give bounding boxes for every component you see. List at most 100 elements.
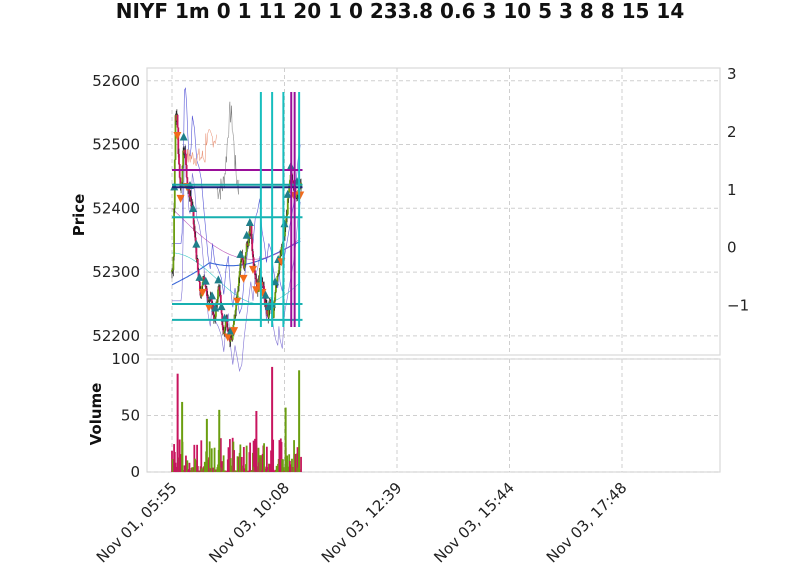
candle-body — [206, 295, 209, 298]
buy-marker — [245, 217, 254, 226]
candle-body — [237, 286, 240, 292]
sell-marker — [233, 297, 242, 306]
candle-body — [239, 263, 242, 272]
buy-marker — [179, 132, 188, 141]
candle-body — [252, 251, 254, 258]
candle-body — [278, 262, 281, 271]
volume-bar — [191, 467, 194, 472]
candle-body — [216, 299, 219, 304]
candles — [171, 109, 302, 348]
candle-body — [276, 275, 279, 282]
volume-tick-label: 0 — [130, 463, 140, 481]
secondary-tick-label: 2 — [727, 123, 737, 141]
x-tick-label: Nov 01, 05:55 — [93, 479, 181, 567]
candle-body — [188, 188, 191, 198]
secondary-tick-label: −1 — [727, 297, 749, 315]
candle-body — [238, 277, 240, 287]
candle-body — [181, 165, 184, 183]
candle-body — [234, 310, 237, 316]
candle-body — [280, 247, 283, 255]
candle-body — [286, 198, 289, 215]
candle-body — [177, 127, 180, 155]
volume-bar — [270, 450, 272, 472]
candle-body — [291, 179, 294, 183]
volume-bar — [288, 460, 291, 472]
candle-body — [261, 279, 263, 283]
sell-marker — [204, 303, 213, 312]
volume-bar — [272, 439, 275, 472]
candle-body — [171, 269, 174, 271]
volume-bar — [221, 461, 224, 472]
volume-bar — [196, 466, 199, 472]
candle-body — [243, 263, 246, 269]
volume-bar — [228, 439, 231, 472]
candle-body — [255, 278, 258, 285]
volume-bar — [219, 438, 222, 472]
volume-bar — [201, 468, 203, 472]
candle-body — [284, 227, 286, 237]
volume-bar — [188, 462, 191, 472]
candle-body — [245, 243, 248, 253]
candle-body — [224, 326, 226, 332]
candle-body — [186, 177, 189, 186]
volume-bar — [186, 460, 189, 472]
volume-bar — [263, 443, 265, 472]
volume-bar — [300, 456, 302, 472]
volume-tick-label: 50 — [121, 407, 140, 425]
candle-body — [233, 319, 235, 325]
volume-axis-label: Volume — [87, 383, 105, 446]
volume-bar — [227, 447, 230, 472]
price-tick-label: 52300 — [92, 263, 140, 281]
candle-body — [185, 164, 188, 178]
candle-body — [226, 327, 229, 332]
price-axis-label: Price — [70, 194, 88, 237]
candle-body — [229, 337, 232, 342]
volume-bar — [173, 451, 176, 472]
candle-body — [279, 254, 282, 256]
volume-bars — [171, 366, 302, 472]
buy-marker — [201, 276, 210, 285]
candle-body — [288, 180, 291, 185]
buy-marker — [236, 249, 245, 258]
candle-body — [228, 333, 231, 342]
volume-bar — [222, 455, 225, 472]
volume-bar — [245, 445, 248, 472]
volume-bar — [282, 459, 284, 472]
candle-body — [199, 281, 201, 291]
volume-bar — [236, 456, 239, 472]
volume-bar — [286, 466, 289, 472]
candle-body — [235, 300, 238, 311]
lower-band-line — [172, 144, 301, 373]
candle-body — [281, 246, 284, 248]
candle-body — [205, 288, 208, 296]
candle-body — [174, 115, 177, 160]
sell-marker — [252, 286, 261, 295]
volume-bar — [208, 441, 211, 472]
volume-bar — [230, 465, 233, 472]
price-tick-label: 52400 — [92, 199, 140, 217]
candle-body — [254, 270, 256, 276]
candle-body — [252, 257, 255, 267]
volume-bar — [233, 450, 235, 472]
candle-body — [202, 277, 205, 283]
x-tick-label: Nov 03, 15:44 — [430, 479, 518, 567]
price-tick-label: 52600 — [92, 72, 140, 90]
buy-marker — [261, 290, 270, 299]
chart-title: NIYF 1m 0 1 11 20 1 0 233.8 0.6 3 10 5 3… — [116, 0, 685, 23]
volume-bar — [282, 467, 285, 472]
volume-spike-bar — [284, 407, 287, 472]
candle-body — [176, 114, 179, 128]
candle-body — [238, 271, 241, 278]
candle-body — [244, 255, 247, 264]
candle-body — [219, 290, 222, 296]
volume-spike-bar — [218, 409, 221, 472]
volume-bar — [193, 444, 196, 472]
candle-body — [200, 293, 203, 297]
volume-bar — [278, 440, 281, 472]
candle-body — [248, 230, 251, 238]
volume-bar — [196, 444, 199, 472]
candle-body — [224, 318, 227, 327]
buy-marker — [214, 275, 223, 284]
buy-marker — [195, 272, 204, 281]
